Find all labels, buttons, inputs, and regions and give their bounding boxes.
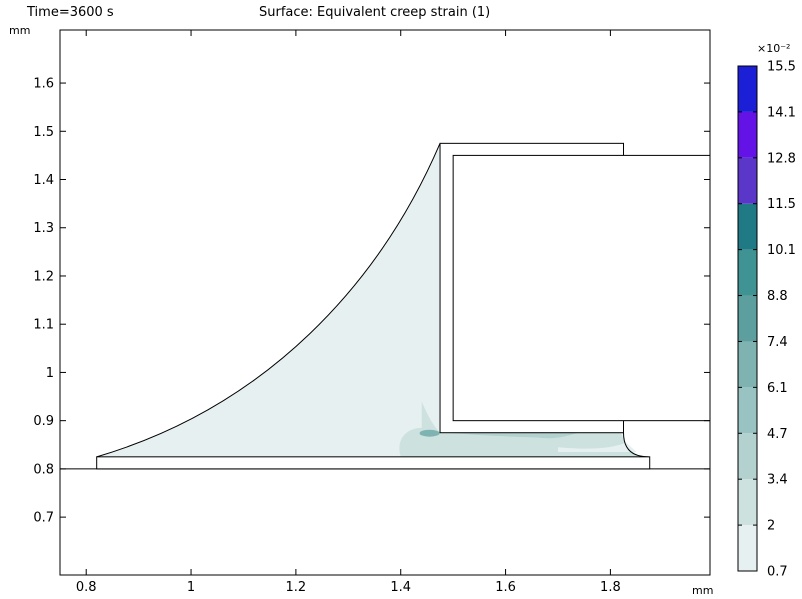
colorbar-band <box>738 433 757 480</box>
colorbar-band <box>738 157 757 204</box>
colorbar-band <box>738 341 757 388</box>
y-tick-label: 1.3 <box>33 221 54 236</box>
colorbar-tick-label: 3.4 <box>767 473 788 488</box>
colorbar-tick-label: 10.1 <box>767 243 796 258</box>
x-tick-label: 1.2 <box>286 580 307 595</box>
fillet-outline <box>96 143 441 458</box>
y-tick-label: 0.8 <box>33 462 54 477</box>
time-label: Time=3600 s <box>27 5 114 20</box>
colorbar-band <box>738 295 757 342</box>
colorbar-band <box>738 525 757 571</box>
y-tick-label: 1.2 <box>33 269 54 284</box>
x-tick-label: 0.8 <box>76 580 97 595</box>
colorbar-tick-label: 8.8 <box>767 289 788 304</box>
solder-fillet-fill <box>96 143 649 457</box>
y-tick-label: 0.7 <box>33 511 54 526</box>
axis-ticks: 0.8 1 1.2 1.4 1.6 1.8 0.7 0.8 0.9 1 1.1 1.2 1.3 1.4 1.… <box>33 30 710 595</box>
colorbar-tick-label: 0.7 <box>767 565 788 580</box>
colorbar-band <box>738 66 757 112</box>
colorbar-tick-label: 12.8 <box>767 151 796 166</box>
strain-zone-toe <box>557 442 637 453</box>
colorbar-tick-label: 7.4 <box>767 335 788 350</box>
copper-pad <box>96 456 651 470</box>
colorbar-band <box>738 479 757 526</box>
x-unit-label: mm <box>692 584 714 597</box>
x-tick-label: 1.4 <box>390 580 411 595</box>
plot-area <box>60 142 710 470</box>
colorbar-band <box>738 387 757 434</box>
axes-frame <box>59 29 711 576</box>
y-tick-label: 0.9 <box>33 414 54 429</box>
colorbar-tick-label: 15.5 <box>767 60 796 75</box>
colorbar-outline <box>737 65 758 572</box>
strain-zone-mid <box>421 430 579 439</box>
colorbar-band <box>738 203 757 250</box>
y-tick-label: 1 <box>46 366 54 381</box>
plot-title: Surface: Equivalent creep strain (1) <box>259 5 491 20</box>
colorbar-tick-label: 14.1 <box>767 105 796 120</box>
colorbar-band <box>738 249 757 296</box>
strain-zone-low <box>399 401 642 457</box>
y-tick-label: 1.1 <box>33 318 54 333</box>
colorbar: 0.7 2 3.4 4.7 6.1 7.4 8.8 10.1 11.5 12.8 14.1 15.5 <box>737 60 796 580</box>
colorbar-multiplier: ×10⁻² <box>757 42 791 55</box>
colorbar-tick-label: 4.7 <box>767 427 788 442</box>
strain-zone-peak <box>419 429 440 437</box>
colorbar-tick-label: 11.5 <box>767 197 796 212</box>
y-tick-label: 1.6 <box>33 77 54 92</box>
colorbar-tick-label: 6.1 <box>767 381 788 396</box>
y-tick-label: 1.5 <box>33 125 54 140</box>
y-unit-label: mm <box>9 24 31 37</box>
colorbar-tick-label: 2 <box>767 519 775 534</box>
x-tick-label: 1.6 <box>495 580 516 595</box>
x-tick-label: 1.8 <box>600 580 621 595</box>
axes-box <box>59 29 711 576</box>
x-tick-label: 1 <box>187 580 195 595</box>
component-body <box>452 154 710 422</box>
colorbar-band <box>738 111 757 158</box>
y-tick-label: 1.4 <box>33 173 54 188</box>
